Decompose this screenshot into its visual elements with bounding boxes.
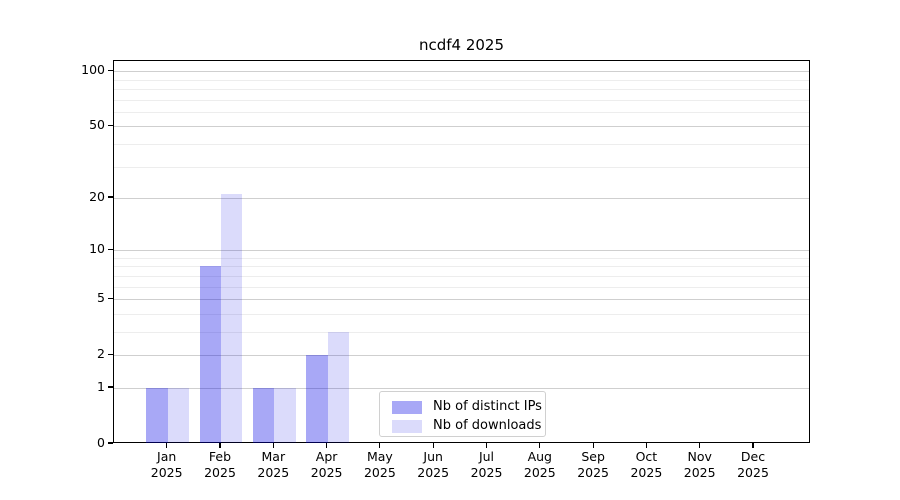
- legend: Nb of distinct IPs Nb of downloads: [379, 391, 546, 437]
- x-tick-label: Jul 2025: [470, 449, 503, 480]
- minor-gridline: [114, 286, 809, 288]
- minor-gridline: [114, 111, 809, 113]
- minor-gridline: [114, 275, 809, 277]
- x-tickmark: [166, 443, 168, 448]
- y-tickmark: [108, 248, 113, 250]
- major-gridline: [114, 71, 809, 73]
- x-tickmark: [699, 443, 701, 448]
- y-tick-label: 5: [97, 290, 105, 306]
- x-tick-label: Aug 2025: [523, 449, 556, 480]
- legend-label-downloads: Nb of downloads: [433, 418, 542, 433]
- major-gridline: [114, 355, 809, 357]
- plot-area: Nb of distinct IPs Nb of downloads: [113, 60, 810, 443]
- major-gridline: [114, 387, 809, 389]
- y-tick-label: 50: [89, 117, 105, 133]
- legend-swatch-distinct-ips: [392, 400, 422, 414]
- x-tick-label: Dec 2025: [737, 449, 769, 480]
- x-tickmark: [539, 443, 541, 448]
- x-tickmark: [379, 443, 381, 448]
- legend-entry-downloads: Nb of downloads: [392, 418, 541, 434]
- y-tickmark: [108, 386, 113, 388]
- bar-distinct-ips: [306, 355, 328, 443]
- minor-gridline: [114, 331, 809, 333]
- bar-distinct-ips: [146, 387, 168, 443]
- legend-entry-distinct-ips: Nb of distinct IPs: [392, 399, 542, 415]
- bar-distinct-ips: [253, 387, 275, 443]
- minor-gridline: [114, 79, 809, 81]
- minor-gridline: [114, 143, 809, 145]
- y-tickmark: [108, 196, 113, 198]
- y-tick-label: 0: [97, 435, 105, 450]
- x-tickmark: [752, 443, 754, 448]
- x-tickmark: [272, 443, 274, 448]
- bar-downloads: [274, 387, 296, 443]
- major-gridline: [114, 250, 809, 252]
- legend-swatch-downloads: [392, 419, 422, 433]
- x-tickmark: [432, 443, 434, 448]
- y-tickmark: [108, 69, 113, 71]
- y-tick-label: 20: [89, 189, 105, 205]
- minor-gridline: [114, 266, 809, 268]
- chart-title: ncdf4 2025: [418, 36, 505, 54]
- x-tickmark: [592, 443, 594, 448]
- bar-downloads: [167, 387, 189, 443]
- bar-downloads: [327, 331, 349, 443]
- x-tick-label: Feb 2025: [204, 449, 236, 480]
- x-tick-label: Jun 2025: [417, 449, 450, 480]
- major-gridline: [114, 126, 809, 128]
- x-tickmark: [485, 443, 488, 448]
- bar-downloads: [221, 194, 243, 443]
- x-tick-label: Nov 2025: [683, 449, 716, 480]
- x-tick-label: Sep 2025: [577, 449, 609, 480]
- x-tick-label: Oct 2025: [630, 449, 663, 480]
- x-tick-label: Apr 2025: [310, 449, 343, 480]
- minor-gridline: [114, 99, 809, 101]
- minor-gridline: [114, 257, 809, 259]
- bar-distinct-ips: [199, 266, 221, 443]
- y-tick-label: 1: [97, 378, 105, 394]
- x-tick-label: Mar 2025: [257, 449, 290, 480]
- x-tickmark: [219, 443, 221, 448]
- x-tick-label: May 2025: [363, 449, 396, 480]
- y-tickmark: [108, 442, 113, 444]
- y-tickmark: [108, 124, 113, 126]
- minor-gridline: [114, 166, 809, 168]
- y-tick-label: 2: [97, 346, 105, 362]
- x-tickmark: [326, 443, 328, 448]
- y-tickmark: [108, 353, 113, 355]
- x-tickmark: [645, 443, 647, 448]
- minor-gridline: [114, 88, 809, 90]
- major-gridline: [114, 299, 809, 301]
- x-tick-label: Jan 2025: [150, 449, 183, 480]
- y-tickmark: [108, 297, 113, 299]
- minor-gridline: [114, 313, 809, 315]
- y-tick-label: 10: [89, 241, 105, 257]
- major-gridline: [114, 198, 809, 200]
- legend-label-distinct-ips: Nb of distinct IPs: [433, 399, 542, 414]
- y-tick-label: 100: [81, 62, 105, 78]
